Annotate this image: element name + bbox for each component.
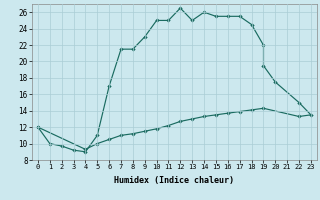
X-axis label: Humidex (Indice chaleur): Humidex (Indice chaleur) [115,176,234,185]
